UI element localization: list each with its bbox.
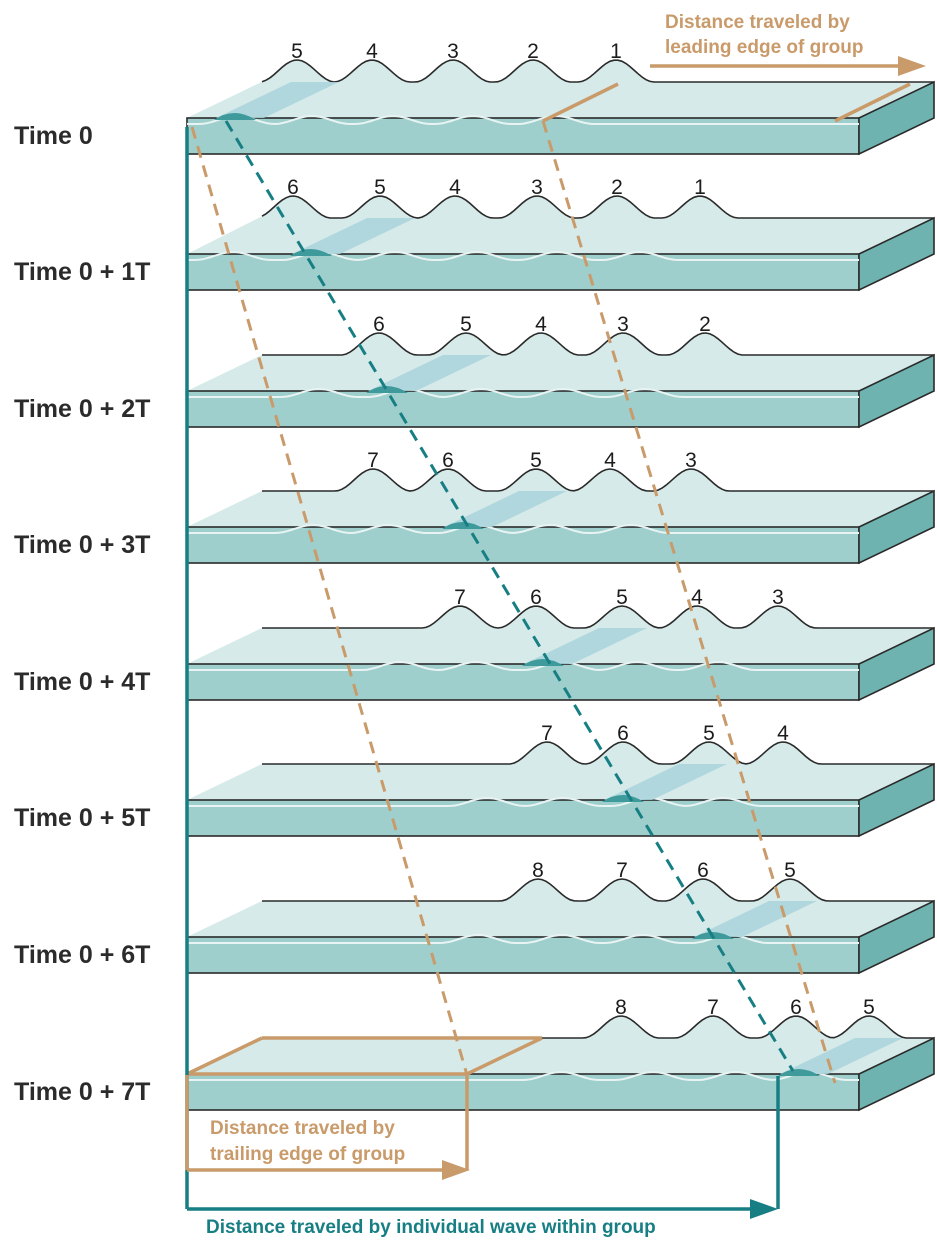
wave-number: 5 bbox=[374, 176, 386, 199]
wave-panel: Time 0 + 6T 8 7 6 5 bbox=[14, 859, 934, 973]
wave-panel: Time 0 + 3T 7 6 5 4 3 bbox=[14, 449, 934, 563]
leading-caption-line1: Distance traveled by bbox=[665, 12, 850, 33]
wave-number: 6 bbox=[287, 176, 299, 199]
time-label: Time 0 + 3T bbox=[14, 531, 150, 559]
wave-number: 6 bbox=[442, 449, 454, 472]
leading-edge-arrow bbox=[650, 56, 926, 76]
wave-number: 5 bbox=[291, 40, 303, 63]
time-label: Time 0 + 1T bbox=[14, 258, 150, 286]
wave-number: 6 bbox=[373, 313, 385, 336]
wave-number: 7 bbox=[707, 996, 719, 1019]
wave-number: 3 bbox=[685, 449, 697, 472]
wave-number: 8 bbox=[532, 859, 544, 882]
time-label: Time 0 + 2T bbox=[14, 395, 150, 423]
wave-number: 7 bbox=[616, 859, 628, 882]
wave-number: 7 bbox=[454, 586, 466, 609]
wave-number: 3 bbox=[772, 586, 784, 609]
wave-number: 5 bbox=[863, 996, 875, 1019]
wave-number: 5 bbox=[616, 586, 628, 609]
leading-caption-line2: leading edge of group bbox=[665, 37, 863, 58]
time-label: Time 0 + 7T bbox=[14, 1078, 150, 1106]
wave-number: 3 bbox=[617, 313, 629, 336]
wave-number: 6 bbox=[617, 722, 629, 745]
wave-number: 5 bbox=[703, 722, 715, 745]
time-label: Time 0 bbox=[14, 122, 93, 150]
wave-number: 2 bbox=[527, 40, 539, 63]
wave-number: 1 bbox=[694, 176, 706, 199]
wave-number: 8 bbox=[615, 996, 627, 1019]
wave-number: 5 bbox=[530, 449, 542, 472]
wave-number: 5 bbox=[460, 313, 472, 336]
wave-number: 1 bbox=[610, 40, 622, 63]
wave-number: 6 bbox=[697, 859, 709, 882]
wave-number: 4 bbox=[691, 586, 703, 609]
time-label: Time 0 + 4T bbox=[14, 668, 150, 696]
wave-number: 5 bbox=[784, 859, 796, 882]
wave-number: 6 bbox=[530, 586, 542, 609]
wave-number: 4 bbox=[777, 722, 789, 745]
wave-number: 2 bbox=[699, 313, 711, 336]
trailing-caption-line2: trailing edge of group bbox=[210, 1144, 405, 1165]
wave-panel: Time 0 + 2T 6 5 4 3 2 bbox=[14, 313, 934, 427]
wave-number: 3 bbox=[447, 40, 459, 63]
wave-number: 4 bbox=[366, 40, 378, 63]
time-label: Time 0 + 6T bbox=[14, 941, 150, 969]
wave-number: 4 bbox=[449, 176, 461, 199]
individual-caption: Distance traveled by individual wave wit… bbox=[206, 1217, 656, 1238]
wave-number: 7 bbox=[367, 449, 379, 472]
wave-number: 2 bbox=[611, 176, 623, 199]
trailing-caption-line1: Distance traveled by bbox=[210, 1118, 395, 1139]
wave-number: 6 bbox=[790, 996, 802, 1019]
wave-number: 7 bbox=[541, 722, 553, 745]
wave-panel: Time 0 + 1T 6 5 4 3 2 1 bbox=[14, 176, 934, 290]
wave-panel: Time 0 + 7T 8 7 6 5 bbox=[14, 996, 934, 1110]
wave-number: 4 bbox=[535, 313, 547, 336]
time-label: Time 0 + 5T bbox=[14, 804, 150, 832]
wave-panel: Time 0 + 5T 7 6 5 4 bbox=[14, 722, 934, 836]
wave-number: 3 bbox=[531, 176, 543, 199]
wave-panel: Time 0 + 4T 7 6 5 4 3 bbox=[14, 586, 934, 700]
wave-number: 4 bbox=[604, 449, 616, 472]
